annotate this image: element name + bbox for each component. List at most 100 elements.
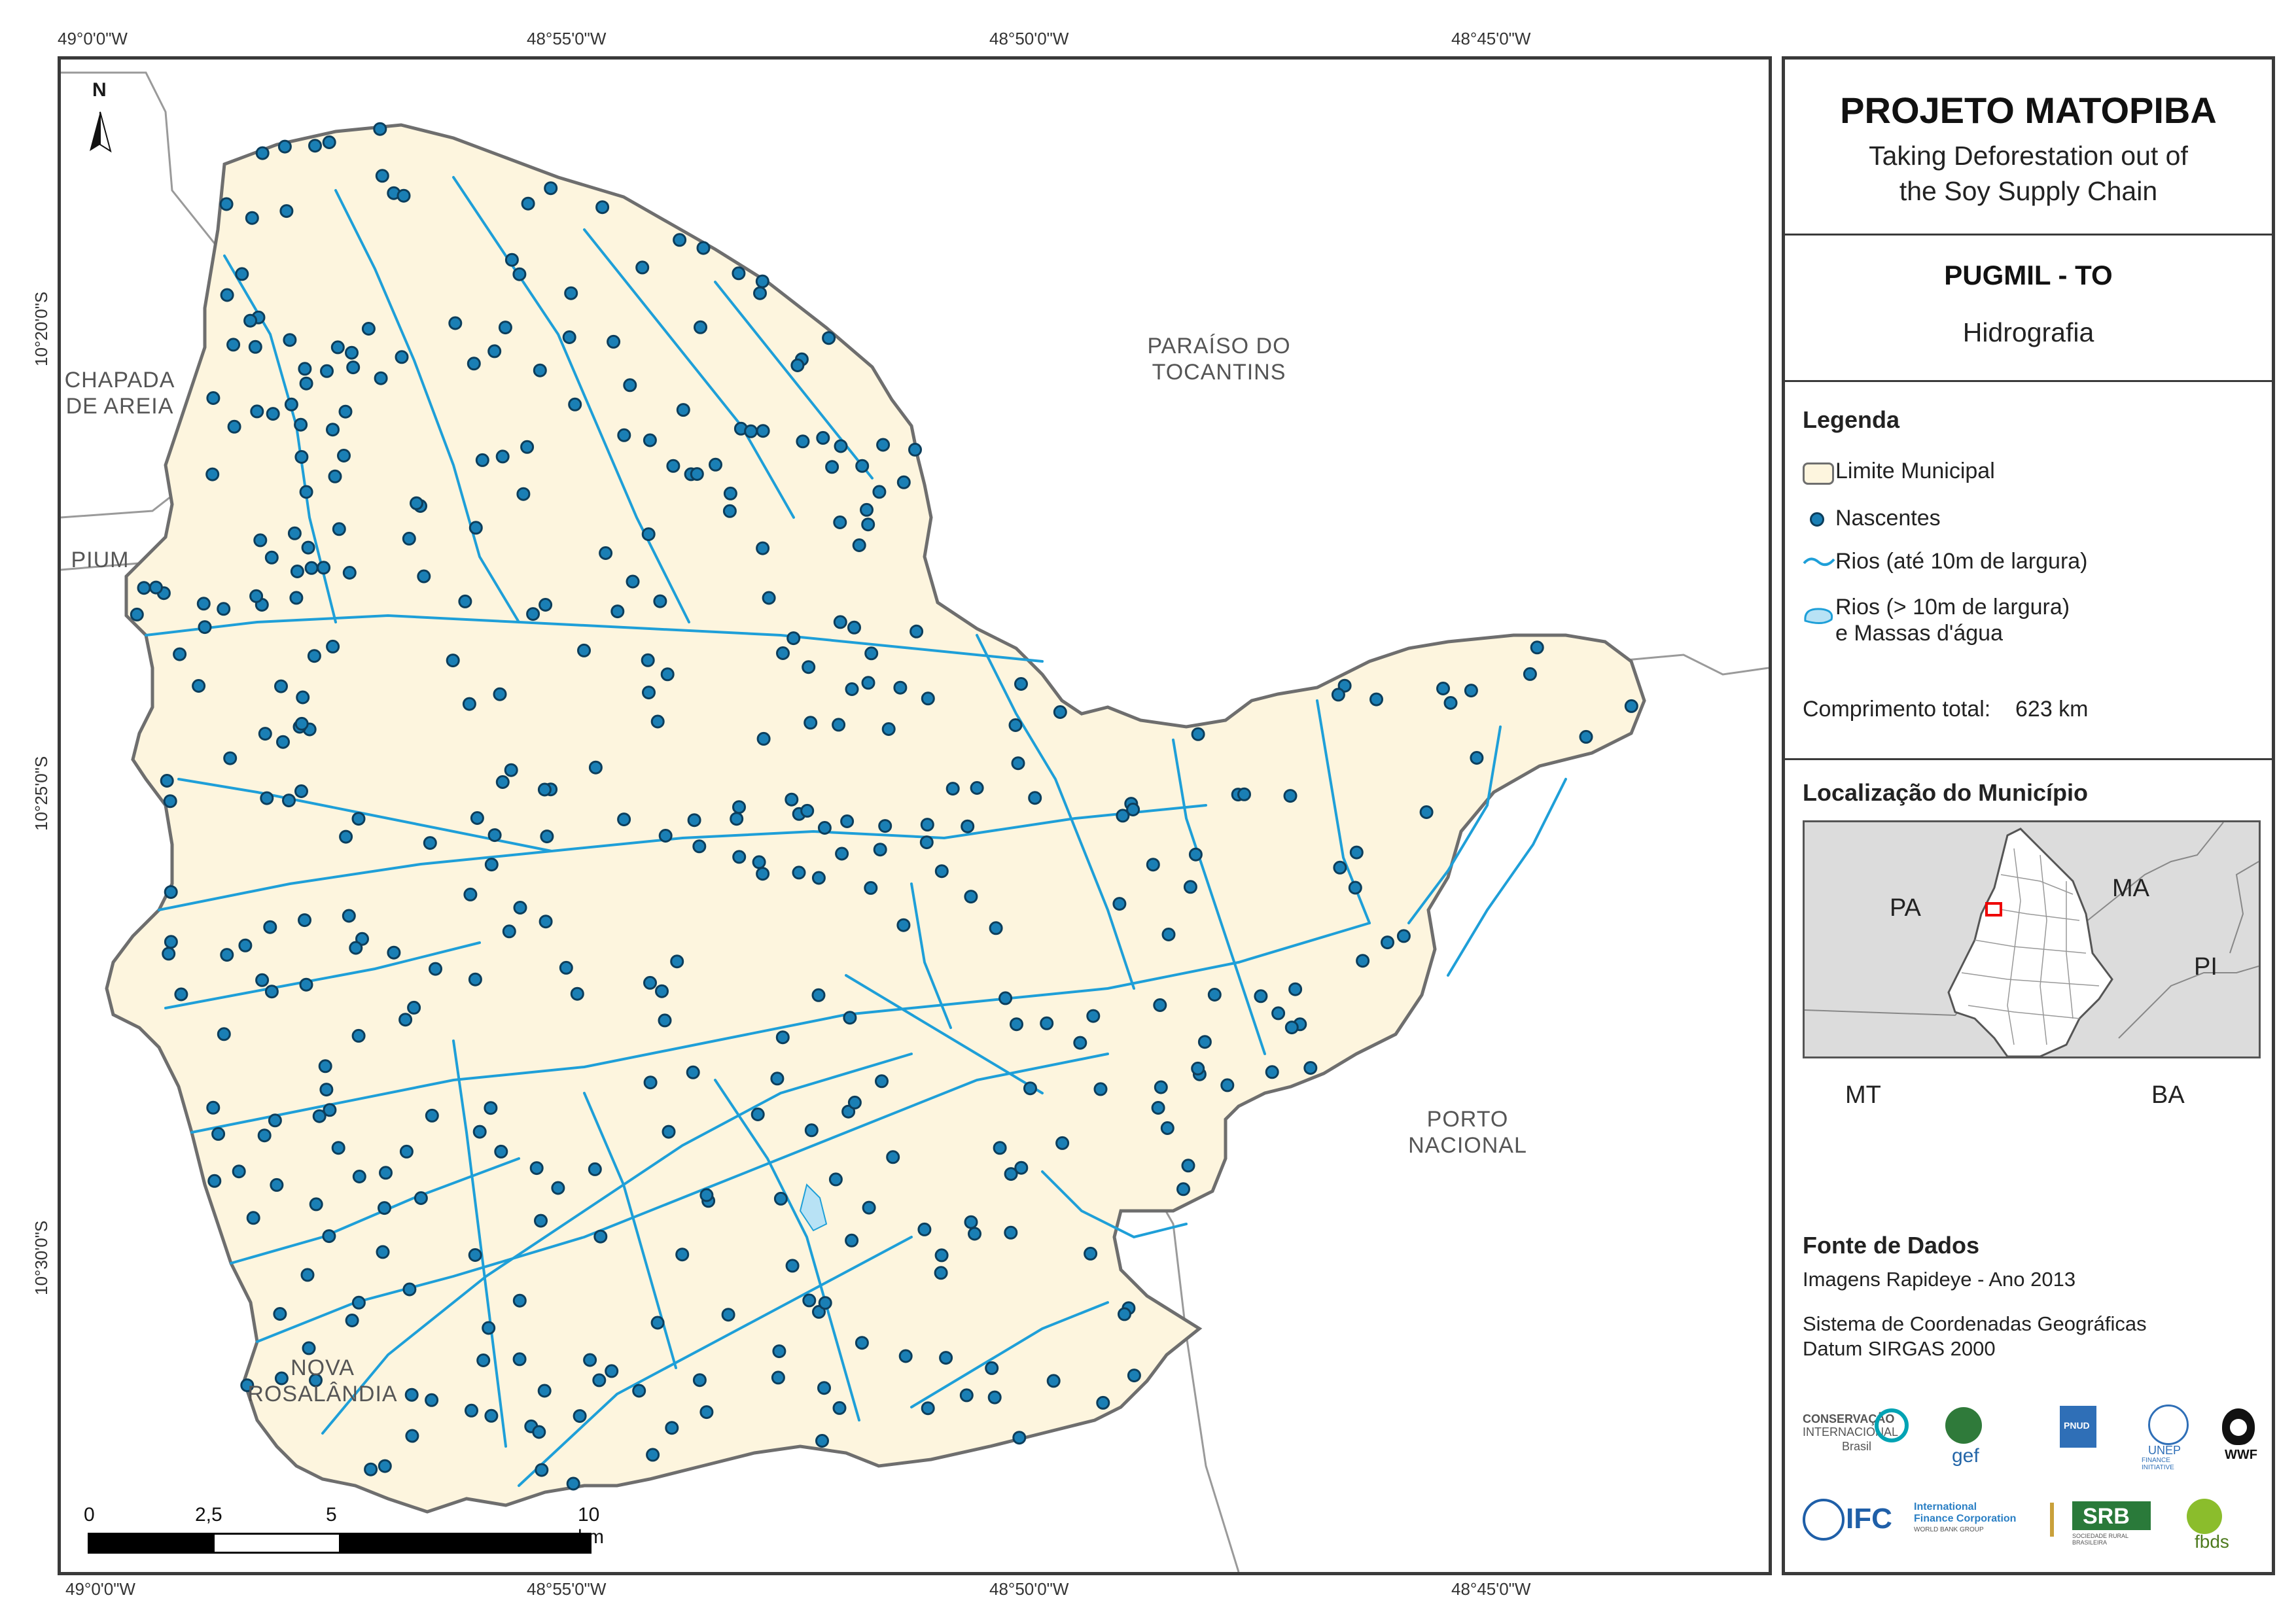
srb-logo: SRB SOCIEDADE RURAL BRASILEIRA [2050, 1499, 2155, 1551]
spring-marker [337, 449, 351, 462]
spring-marker [817, 1381, 831, 1395]
spring-marker [245, 211, 259, 225]
spring-marker [425, 1108, 439, 1123]
spring-marker [326, 639, 340, 654]
spring-marker [1191, 1061, 1205, 1075]
spring-marker [226, 338, 241, 352]
spring-marker [643, 975, 657, 990]
spring-marker [673, 233, 687, 247]
spring-marker [699, 1405, 714, 1420]
spring-marker [917, 1222, 932, 1236]
inset-label-mt-panel: MT [1845, 1081, 1881, 1109]
info-panel: PROJETO MATOPIBA Taking Deforestation ou… [1782, 56, 2275, 1575]
spring-marker [626, 574, 640, 589]
spring-marker [642, 686, 656, 700]
spring-marker [537, 782, 552, 797]
spring-marker [1028, 791, 1042, 805]
spring-marker [484, 1101, 498, 1115]
spring-marker [1237, 787, 1251, 801]
region-paraiso-do-tocantins: PARAÍSO DO TOCANTINS [1147, 334, 1291, 385]
coord-top-4: 48°45'0"W [1451, 29, 1531, 48]
spring-marker [753, 286, 767, 300]
spring-marker [860, 502, 874, 517]
spring-marker [270, 1178, 284, 1192]
spring-marker [692, 839, 707, 854]
location-inset-map: PA MA PI [1803, 820, 2261, 1058]
source-crs: Sistema de Coordenadas Geográficas [1803, 1312, 2147, 1335]
spring-marker [279, 204, 294, 218]
spring-marker [476, 1353, 491, 1367]
spring-marker [342, 909, 356, 923]
spring-marker [1073, 1036, 1087, 1050]
spring-marker [961, 819, 975, 833]
spring-marker [512, 1293, 527, 1308]
spring-marker [330, 340, 345, 355]
spring-marker [163, 794, 177, 809]
spring-marker [387, 945, 401, 960]
spring-marker [162, 947, 176, 961]
spring-marker [399, 1144, 414, 1159]
spring-marker [379, 1166, 393, 1180]
coord-top-1: 49°0'0"W [58, 29, 128, 48]
spring-marker [835, 846, 849, 861]
spring-marker [1023, 1081, 1037, 1096]
spring-marker [346, 360, 361, 375]
spring-marker [217, 1027, 231, 1041]
total-length-label: Comprimento total: [1803, 697, 1991, 722]
spring-marker [825, 460, 839, 474]
spring-marker [1011, 756, 1025, 771]
legend-spring-label: Nascentes [1835, 506, 1941, 531]
legend-waterbody-swatch [1804, 608, 1833, 624]
spring-marker [513, 901, 527, 915]
spring-marker [776, 646, 790, 660]
spring-marker [843, 1011, 857, 1025]
spring-marker [207, 1174, 222, 1188]
spring-marker [227, 419, 241, 434]
spring-marker [643, 1075, 658, 1090]
spring-marker [484, 1408, 499, 1423]
spring-marker [751, 1108, 765, 1121]
spring-marker [1093, 1082, 1108, 1096]
spring-marker [294, 716, 309, 731]
spring-marker [243, 313, 258, 328]
spring-marker [989, 921, 1003, 935]
spring-marker [446, 654, 460, 668]
spring-marker [1040, 1016, 1054, 1030]
spring-marker [253, 533, 268, 548]
spring-marker [338, 404, 353, 419]
spring-marker [417, 569, 431, 584]
spring-marker [694, 320, 707, 334]
spring-marker [374, 371, 388, 385]
spring-marker [1086, 1009, 1101, 1023]
spring-marker [266, 407, 280, 421]
spring-marker [307, 649, 321, 663]
spring-marker [537, 1384, 552, 1398]
spring-marker [498, 321, 512, 335]
spring-marker [861, 517, 875, 532]
spring-marker [878, 819, 892, 833]
spring-marker [1008, 718, 1023, 732]
spring-marker [351, 1295, 366, 1310]
spring-marker [730, 812, 744, 826]
spring-marker [676, 403, 690, 417]
spring-marker [220, 948, 234, 962]
spring-marker [881, 722, 896, 736]
spring-marker [1004, 1167, 1018, 1181]
spring-marker [617, 812, 631, 827]
spring-marker [378, 1201, 391, 1215]
spring-marker [482, 1321, 496, 1335]
spring-marker [246, 1211, 260, 1225]
spring-marker [921, 1401, 935, 1416]
spring-marker [504, 763, 518, 777]
spring-marker [822, 331, 836, 345]
spring-marker [332, 522, 346, 536]
municipality-boundary [105, 123, 1646, 1514]
legend-river-label: Rios (até 10m de largura) [1835, 549, 2088, 574]
spring-marker [1356, 954, 1370, 968]
spring-marker [934, 864, 949, 879]
spring-marker [785, 792, 799, 807]
spring-marker [1176, 1182, 1190, 1196]
spring-marker [670, 954, 684, 969]
spring-marker [361, 322, 376, 336]
spring-marker [284, 397, 298, 411]
